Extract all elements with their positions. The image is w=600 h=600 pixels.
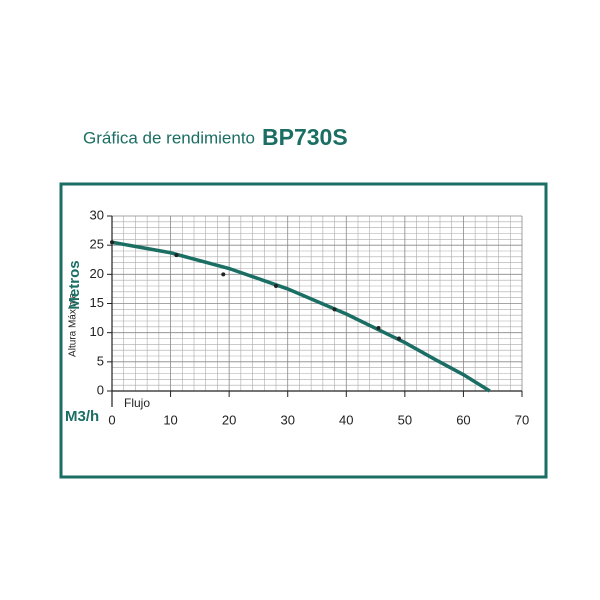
y-tick-label: 20 bbox=[90, 266, 104, 281]
x-tick-label: 50 bbox=[398, 412, 412, 427]
y-tick-label: 15 bbox=[90, 295, 104, 310]
data-point bbox=[221, 272, 226, 277]
data-point bbox=[110, 240, 114, 245]
model-name: BP730S bbox=[262, 124, 348, 150]
y-axis-unit: Metros bbox=[66, 260, 83, 309]
x-tick-label: 40 bbox=[339, 412, 353, 427]
y-tick-label: 5 bbox=[97, 353, 104, 368]
chart-title: Gráfica de rendimiento bbox=[83, 128, 255, 147]
x-tick-label: 30 bbox=[280, 412, 294, 427]
y-tick-label: 25 bbox=[90, 237, 104, 252]
x-axis-unit: M3/h bbox=[65, 408, 99, 425]
y-tick-label: 30 bbox=[90, 207, 104, 222]
y-tick-label: 10 bbox=[90, 324, 104, 339]
x-tick-label: 60 bbox=[456, 412, 470, 427]
chart-frame bbox=[59, 182, 548, 479]
x-tick-label: 0 bbox=[108, 412, 115, 427]
performance-curve bbox=[111, 240, 491, 393]
x-axis-label: Flujo bbox=[124, 396, 150, 410]
data-point bbox=[376, 326, 381, 330]
x-tick-label: 70 bbox=[515, 412, 529, 427]
data-point bbox=[174, 253, 179, 258]
y-tick-label: 0 bbox=[97, 382, 104, 397]
data-point bbox=[274, 284, 278, 288]
y-axis-label: Altura Máxima bbox=[68, 293, 79, 357]
data-point bbox=[332, 307, 337, 312]
x-tick-label: 10 bbox=[163, 412, 177, 427]
x-tick-label: 20 bbox=[222, 412, 236, 427]
data-point bbox=[397, 336, 401, 341]
